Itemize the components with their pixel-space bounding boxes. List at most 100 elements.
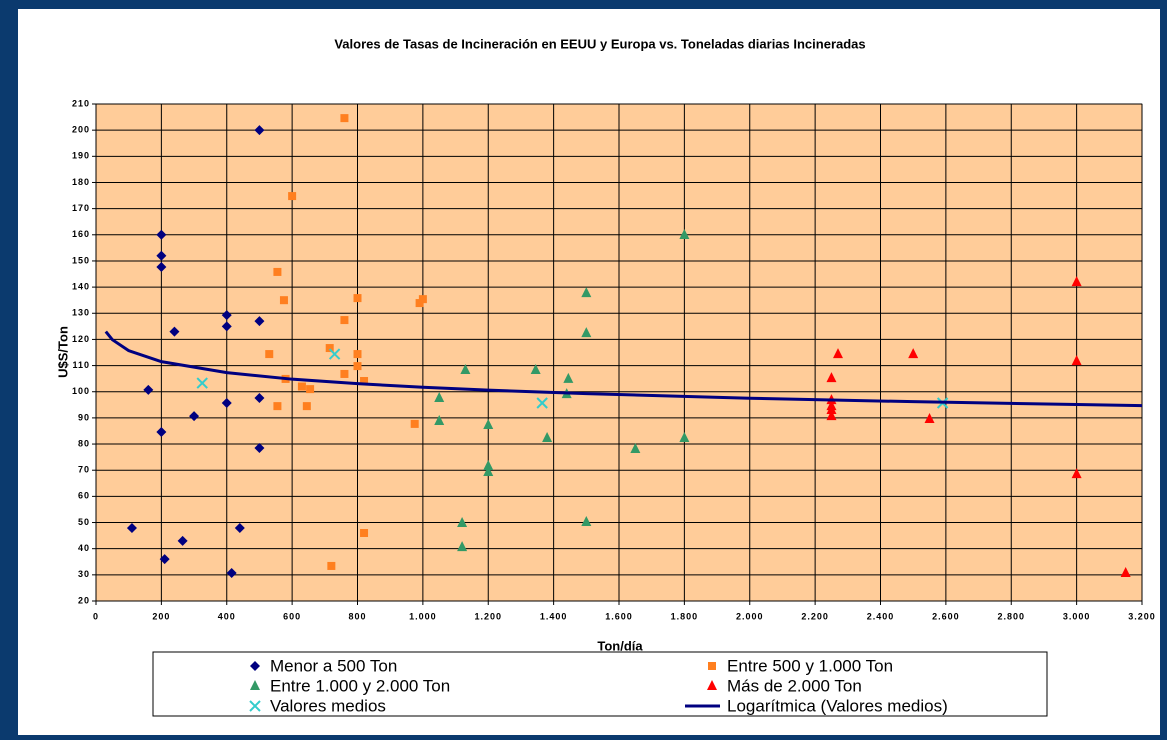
triangle-marker — [679, 229, 690, 240]
y-tick-label: 120 — [72, 334, 90, 344]
y-tick-label: 140 — [72, 281, 90, 291]
x-tick-label: 800 — [348, 611, 366, 621]
legend-swatch — [708, 662, 716, 670]
triangle-marker — [630, 443, 641, 454]
square-marker — [325, 344, 334, 353]
x-marker — [536, 397, 548, 409]
square-marker — [360, 528, 369, 537]
x-marker — [328, 348, 341, 360]
square-marker — [279, 296, 288, 305]
diamond-marker — [221, 397, 232, 408]
triangle-marker — [826, 372, 837, 383]
square-marker — [265, 350, 274, 359]
x-tick-label: 3.000 — [1063, 611, 1091, 621]
legend-swatch — [250, 680, 260, 690]
x-tick-label: 200 — [152, 611, 170, 621]
triangle-marker — [581, 287, 592, 298]
y-tick-label: 130 — [72, 308, 90, 318]
square-marker — [327, 561, 336, 570]
triangle-marker — [826, 404, 837, 415]
y-tick-label: 30 — [78, 569, 90, 579]
triangle-marker — [1071, 355, 1082, 366]
y-tick-label: 170 — [72, 203, 90, 213]
diamond-marker — [254, 393, 265, 404]
y-tick-label: 150 — [72, 255, 90, 265]
square-marker — [353, 294, 362, 303]
diamond-marker — [221, 321, 232, 332]
diamond-marker — [254, 442, 265, 453]
y-tick-label: 200 — [72, 125, 90, 135]
x-axis-label: Ton/día — [597, 638, 643, 653]
square-marker — [288, 192, 297, 201]
y-tick-label: 210 — [72, 98, 90, 108]
legend-label: Menor a 500 Ton — [270, 656, 397, 675]
x-marker — [196, 377, 208, 389]
square-marker — [297, 382, 306, 391]
x-tick-label: 2.600 — [932, 611, 960, 621]
diamond-marker — [221, 310, 232, 321]
y-axis-label: U$S/Ton — [55, 326, 70, 378]
square-marker — [273, 402, 282, 411]
triangle-marker — [483, 418, 494, 429]
square-marker — [410, 419, 419, 428]
x-tick-label: 1.000 — [409, 611, 437, 621]
square-marker — [418, 295, 427, 304]
diamond-marker — [159, 554, 170, 565]
y-tick-label: 40 — [78, 543, 90, 553]
square-marker — [340, 114, 349, 123]
diamond-marker — [156, 229, 167, 240]
x-tick-label: 2.000 — [736, 611, 764, 621]
y-tick-label: 60 — [78, 491, 90, 501]
diamond-marker — [254, 125, 265, 136]
chart-title: Valores de Tasas de Incineración en EEUU… — [334, 36, 865, 51]
diamond-marker — [177, 535, 188, 546]
diamond-marker — [156, 261, 167, 272]
x-tick-label: 1.400 — [540, 611, 568, 621]
diamond-marker — [254, 316, 265, 327]
y-tick-label: 100 — [72, 386, 90, 396]
triangle-marker — [457, 541, 468, 552]
triangle-marker — [908, 348, 919, 359]
triangle-marker — [530, 364, 541, 375]
square-marker — [273, 267, 282, 276]
x-tick-label: 2.800 — [997, 611, 1025, 621]
legend-label: Valores medios — [270, 696, 386, 715]
y-tick-label: 20 — [78, 595, 90, 605]
diamond-marker — [156, 427, 167, 438]
diamond-marker — [234, 523, 245, 534]
x-tick-label: 1.800 — [671, 611, 699, 621]
triangle-marker — [563, 372, 574, 383]
diamond-marker — [189, 411, 200, 422]
triangle-marker — [581, 327, 592, 338]
x-tick-label: 600 — [283, 611, 301, 621]
diamond-marker — [143, 384, 154, 395]
legend-label: Entre 1.000 y 2.000 Ton — [270, 676, 450, 695]
triangle-marker — [679, 432, 690, 443]
legend-swatch — [707, 680, 717, 690]
legend-label: Logarítmica (Valores medios) — [727, 696, 948, 715]
legend-box — [152, 651, 1048, 717]
legend-swatch — [250, 661, 260, 671]
triangle-marker — [581, 516, 592, 527]
x-tick-label: 0 — [93, 611, 99, 621]
triangle-marker — [924, 412, 935, 423]
triangle-marker — [457, 517, 468, 528]
legend-label: Más de 2.000 Ton — [727, 676, 862, 695]
diamond-marker — [156, 250, 167, 261]
x-tick-label: 400 — [218, 611, 236, 621]
legend-swatch — [249, 700, 261, 712]
diamond-marker — [126, 523, 137, 534]
triangle-marker — [1120, 567, 1131, 578]
x-tick-label: 2.400 — [867, 611, 895, 621]
triangle-marker — [833, 348, 844, 359]
trend-line — [104, 330, 1143, 408]
y-tick-label: 50 — [78, 517, 90, 527]
triangle-marker — [542, 432, 553, 443]
y-tick-label: 70 — [78, 465, 90, 475]
x-tick-label: 1.600 — [605, 611, 633, 621]
y-tick-label: 80 — [78, 438, 90, 448]
triangle-marker — [434, 392, 445, 403]
square-marker — [353, 362, 362, 371]
triangle-marker — [826, 410, 837, 421]
